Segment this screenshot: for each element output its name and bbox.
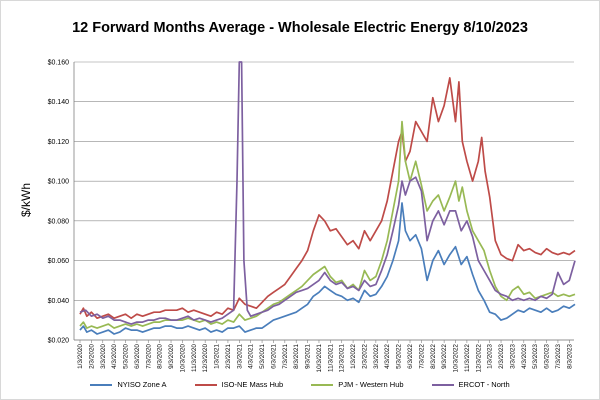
y-tick-label: $0.160: [48, 60, 70, 67]
x-tick-label: 6/3/2020: [134, 344, 141, 369]
x-tick-label: 2/3/2021: [225, 344, 232, 369]
x-tick-label: 12/3/2021: [339, 344, 346, 373]
x-tick-label: 9/3/2020: [168, 344, 175, 369]
x-tick-label: 7/3/2023: [555, 344, 562, 369]
x-tick-label: 2/3/2022: [361, 344, 368, 369]
x-tick-label: 5/3/2023: [532, 344, 539, 369]
x-tick-label: 3/3/2020: [100, 344, 107, 369]
x-tick-label: 9/3/2022: [441, 344, 448, 369]
legend-item: ISO-NE Mass Hub: [194, 380, 284, 389]
x-tick-label: 4/3/2023: [521, 344, 528, 369]
y-tick-label: $0.140: [48, 99, 70, 106]
legend-label: PJM - Western Hub: [338, 380, 404, 389]
legend-swatch: [311, 383, 334, 386]
legend-item: NYISO Zone A: [90, 380, 167, 389]
y-tick-label: $0.120: [48, 139, 70, 146]
x-tick-label: 3/3/2022: [373, 344, 380, 369]
series-line-nyiso-zone-a: [79, 202, 576, 335]
y-tick-label: $0.100: [48, 179, 70, 186]
series-line-iso-ne-mass-hub: [79, 77, 576, 320]
x-tick-label: 1/3/2022: [350, 344, 357, 369]
x-tick-label: 8/3/2020: [157, 344, 164, 369]
x-tick-label: 7/3/2022: [418, 344, 425, 369]
x-tick-label: 7/3/2020: [145, 344, 152, 369]
x-tick-label: 9/3/2021: [305, 344, 312, 369]
x-tick-label: 6/3/2022: [407, 344, 414, 369]
y-tick-label: $0.020: [48, 338, 70, 345]
x-tick-label: 11/3/2021: [327, 344, 334, 372]
x-tick-label: 1/3/2021: [214, 344, 221, 369]
x-tick-label: 12/3/2022: [475, 344, 482, 373]
x-tick-label: 2/3/2020: [88, 344, 95, 369]
legend-swatch: [194, 383, 217, 386]
legend-item: ERCOT - North: [431, 380, 510, 389]
legend-label: NYISO Zone A: [117, 380, 167, 389]
legend-label: ISO-NE Mass Hub: [221, 380, 284, 389]
x-tick-label: 3/3/2023: [509, 344, 516, 369]
x-tick-label: 7/3/2021: [282, 344, 289, 369]
x-tick-label: 11/3/2022: [464, 344, 471, 372]
x-tick-label: 8/3/2021: [293, 344, 300, 369]
x-tick-label: 4/3/2020: [111, 344, 118, 369]
x-tick-label: 1/3/2023: [487, 344, 494, 369]
x-tick-label: 12/3/2020: [202, 344, 209, 373]
x-tick-label: 2/3/2023: [498, 344, 505, 369]
series-line-ercot-north: [79, 61, 576, 325]
x-tick-label: 10/3/2022: [453, 344, 460, 373]
legend-label: ERCOT - North: [458, 380, 510, 389]
x-tick-label: 1/3/2020: [77, 344, 84, 369]
legend-swatch: [431, 383, 454, 386]
x-tick-label: 4/3/2022: [384, 344, 391, 369]
legend-swatch: [90, 383, 113, 386]
legend: NYISO Zone A ISO-NE Mass Hub PJM - Western…: [0, 380, 600, 389]
x-tick-label: 11/3/2020: [191, 344, 198, 372]
legend-item: PJM - Western Hub: [311, 380, 404, 389]
x-tick-label: 5/3/2020: [123, 344, 130, 369]
x-tick-label: 4/3/2021: [248, 344, 255, 369]
x-tick-label: 6/3/2023: [544, 344, 551, 369]
x-tick-label: 3/3/2021: [236, 344, 243, 369]
series-line-pjm-western-hub: [79, 120, 576, 329]
x-tick-label: 5/3/2021: [259, 344, 266, 369]
y-tick-label: $0.080: [48, 218, 70, 225]
x-tick-label: 10/3/2020: [179, 344, 186, 373]
y-tick-label: $0.060: [48, 258, 70, 265]
x-tick-label: 8/3/2023: [566, 344, 573, 369]
x-tick-label: 5/3/2022: [396, 344, 403, 369]
x-tick-label: 6/3/2021: [270, 344, 277, 369]
y-tick-label: $0.040: [48, 298, 70, 305]
chart-title: 12 Forward Months Average - Wholesale El…: [72, 20, 528, 36]
x-tick-label: 8/3/2022: [430, 344, 437, 369]
x-tick-label: 10/3/2021: [316, 344, 323, 373]
